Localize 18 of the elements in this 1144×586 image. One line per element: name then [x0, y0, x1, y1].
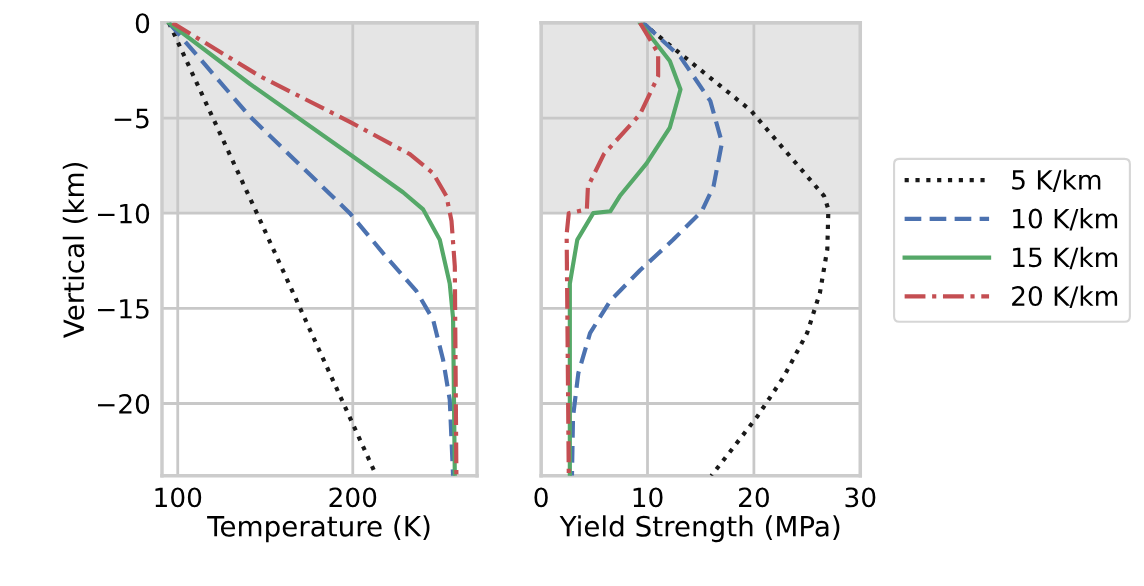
- x-tick-label: 10: [633, 487, 663, 508]
- y-tick-label: −15: [97, 299, 149, 319]
- x-tick-label: 100: [155, 487, 202, 508]
- x-axis-title: Yield Strength (MPa): [559, 515, 840, 543]
- y-axis-title: Vertical (km): [62, 162, 88, 338]
- x-axis-title: Temperature (K): [207, 515, 430, 543]
- y-tick-label: −10: [97, 203, 150, 224]
- x-tick-label: 0: [534, 487, 548, 508]
- y-tick-label: 0: [135, 13, 150, 34]
- x-tick-label: 200: [329, 487, 377, 508]
- y-tick-label: −20: [97, 393, 150, 414]
- x-tick-label: 30: [845, 487, 876, 508]
- y-tick-label: −5: [114, 108, 149, 129]
- legend-label: 5 K/km: [1012, 169, 1101, 192]
- x-tick-label: 20: [739, 487, 769, 508]
- legend-label: 20 K/km: [1012, 285, 1118, 309]
- legend-label: 10 K/km: [1013, 208, 1118, 231]
- legend-label: 15 K/km: [1013, 246, 1118, 270]
